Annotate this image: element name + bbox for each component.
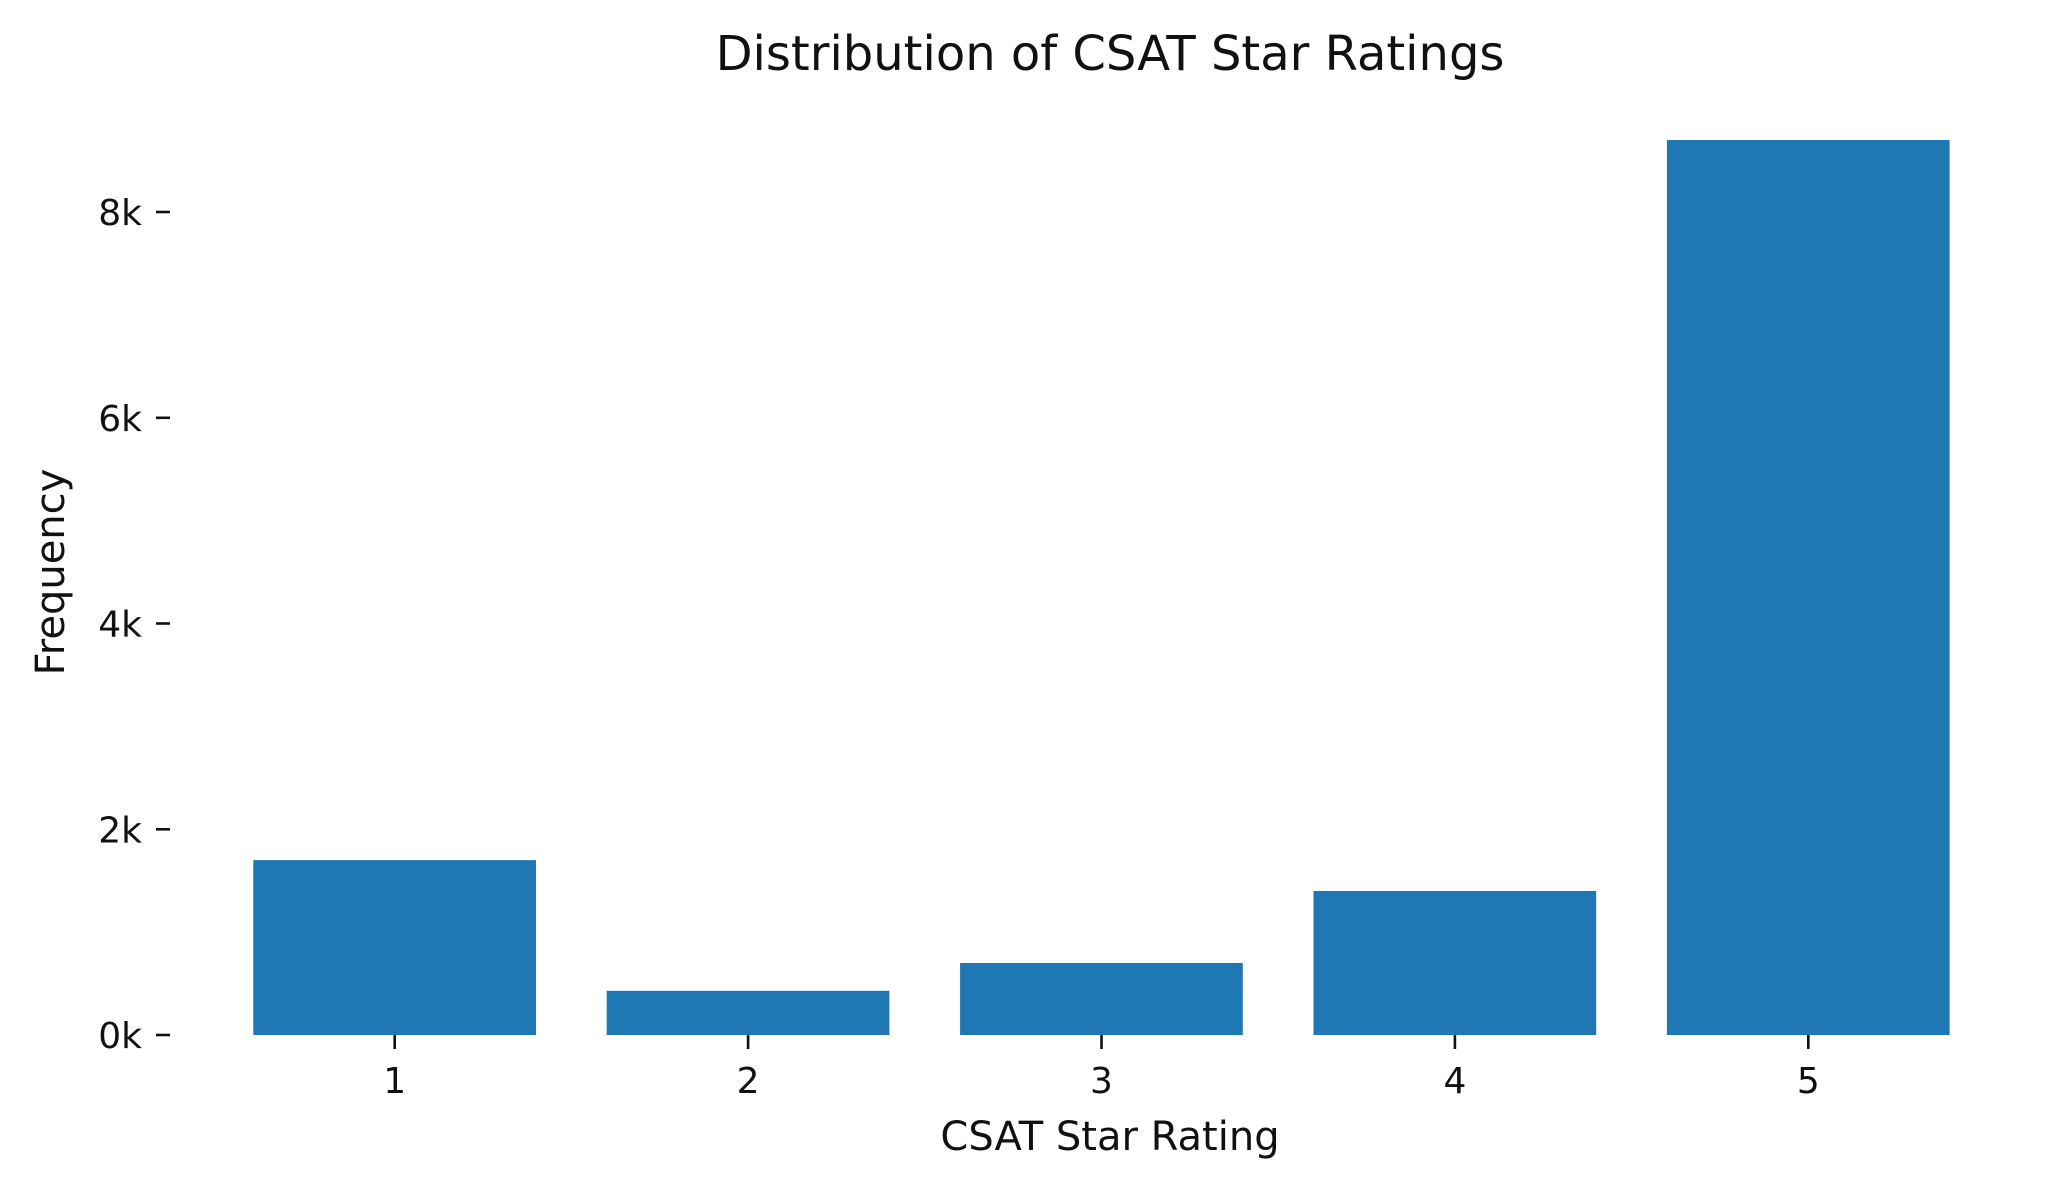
bar-rating-5 [1666, 140, 1950, 1035]
y-tick-label: 0k [98, 1016, 142, 1057]
x-tick-label: 4 [1443, 1061, 1466, 1102]
y-tick-label: 8k [98, 193, 142, 234]
x-tick-label: 3 [1090, 1061, 1113, 1102]
y-tick-label: 2k [98, 810, 142, 851]
y-axis-label: Frequency [28, 469, 74, 676]
x-tick-label: 1 [383, 1061, 406, 1102]
x-axis-label: CSAT Star Rating [940, 1114, 1279, 1160]
y-axis-ticks: 0k 2k 4k 6k 8k [98, 193, 170, 1057]
x-axis-ticks: 1 2 3 4 5 [383, 1035, 1820, 1102]
x-tick-label: 5 [1797, 1061, 1820, 1102]
bar-rating-2 [606, 990, 890, 1035]
chart-title: Distribution of CSAT Star Ratings [716, 26, 1505, 82]
bars-layer [253, 140, 1950, 1035]
y-tick-label: 4k [98, 605, 142, 646]
x-tick-label: 2 [737, 1061, 760, 1102]
bar-rating-4 [1313, 891, 1597, 1035]
y-tick-label: 6k [98, 399, 142, 440]
bar-rating-3 [960, 963, 1243, 1035]
bar-rating-1 [253, 860, 537, 1035]
